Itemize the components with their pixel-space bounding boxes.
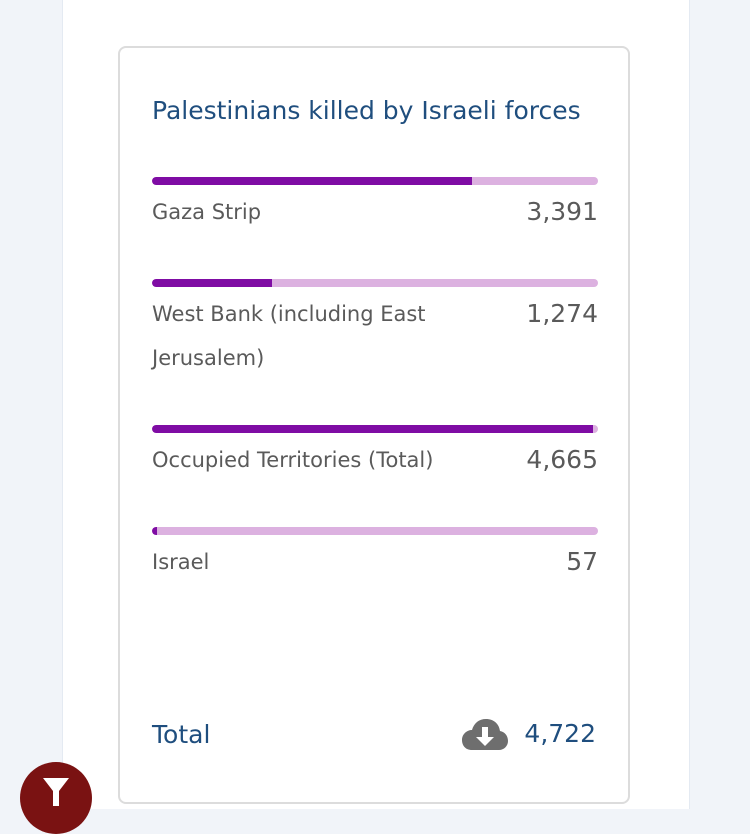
progress-bar-fill [152, 527, 158, 535]
stat-value: 1,274 [526, 299, 598, 328]
card-title: Palestinians killed by Israeli forces [152, 96, 581, 125]
filter-button[interactable] [20, 762, 92, 834]
stats-card: Palestinians killed by Israeli forces Ga… [118, 46, 630, 804]
stat-value: 57 [566, 547, 598, 576]
progress-bar [152, 177, 598, 185]
stat-value: 3,391 [526, 197, 598, 226]
progress-bar [152, 425, 598, 433]
total-value: 4,722 [524, 719, 596, 748]
filter-icon [43, 778, 69, 806]
progress-bar [152, 527, 598, 535]
progress-bar-fill [152, 177, 473, 185]
stat-row-west-bank: West Bank (including East Jerusalem) 1,2… [152, 279, 598, 370]
stat-label: Occupied Territories (Total) [152, 448, 434, 472]
stat-value: 4,665 [526, 445, 598, 474]
stat-label: West Bank (including East Jerusalem) [152, 302, 426, 370]
progress-bar-fill [152, 279, 273, 287]
stat-row-occupied-territories: Occupied Territories (Total) 4,665 [152, 425, 598, 474]
stat-label: Gaza Strip [152, 200, 262, 224]
stat-row-gaza: Gaza Strip 3,391 [152, 177, 598, 226]
progress-bar [152, 279, 598, 287]
cloud-download-icon[interactable] [462, 718, 508, 752]
stat-row-israel: Israel 57 [152, 527, 598, 576]
progress-bar-fill [152, 425, 593, 433]
stat-label: Israel [152, 550, 210, 574]
total-label: Total [152, 720, 211, 749]
